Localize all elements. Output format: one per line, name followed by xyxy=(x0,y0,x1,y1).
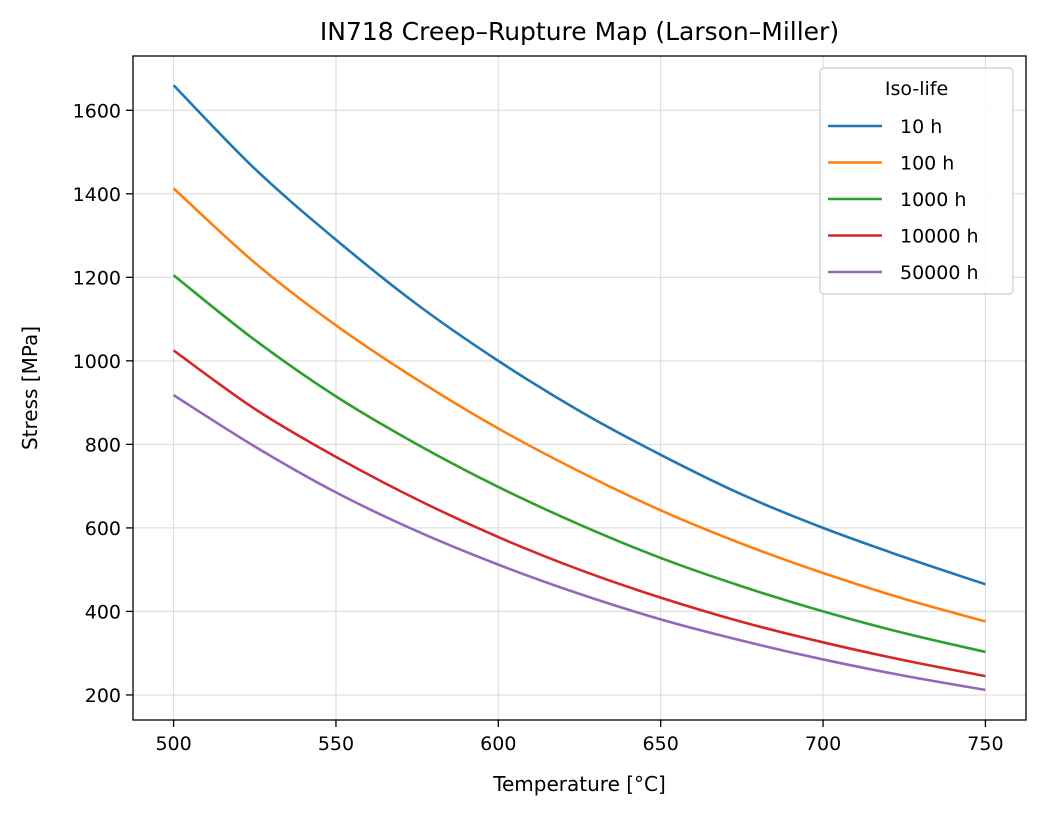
x-tick-label: 500 xyxy=(155,733,191,755)
series-lines xyxy=(172,84,986,692)
series-line-1000-h xyxy=(172,274,986,654)
y-tick-label: 600 xyxy=(85,518,121,540)
y-tick-label: 1600 xyxy=(73,100,121,122)
y-axis-ticks: 200 400 600 800 1000 1200 1400 1600 xyxy=(73,100,133,707)
legend-title: Iso-life xyxy=(885,78,948,100)
legend-label: 10 h xyxy=(900,116,942,138)
plot-frame xyxy=(132,55,1027,721)
legend-label: 100 h xyxy=(900,153,954,175)
y-axis-label: Stress [MPa] xyxy=(18,326,42,450)
x-tick-label: 550 xyxy=(318,733,354,755)
x-axis-label: Temperature [°C] xyxy=(492,772,666,796)
chart-title: IN718 Creep–Rupture Map (Larson–Miller) xyxy=(320,17,839,46)
x-tick-label: 700 xyxy=(805,733,841,755)
legend: Iso-life 10 h 100 h 1000 h 10000 h 50000 h xyxy=(819,67,1014,295)
legend-label: 10000 h xyxy=(900,226,979,248)
series-line-100-h xyxy=(172,187,986,623)
x-tick-label: 750 xyxy=(967,733,1003,755)
y-tick-label: 1400 xyxy=(73,184,121,206)
x-tick-label: 600 xyxy=(480,733,516,755)
y-tick-label: 1200 xyxy=(73,267,121,289)
x-axis-ticks: 500 550 600 650 700 750 xyxy=(155,720,1004,755)
x-tick-label: 650 xyxy=(643,733,679,755)
legend-box xyxy=(819,67,1014,295)
y-tick-label: 400 xyxy=(85,601,121,623)
legend-label: 50000 h xyxy=(900,262,979,284)
y-tick-label: 800 xyxy=(85,434,121,456)
legend-entries: 10 h 100 h 1000 h 10000 h 50000 h xyxy=(828,116,979,284)
y-tick-label: 200 xyxy=(85,685,121,707)
legend-label: 1000 h xyxy=(900,189,966,211)
y-tick-label: 1000 xyxy=(73,351,121,373)
series-line-10000-h xyxy=(172,349,986,678)
series-line-50000-h xyxy=(172,394,986,692)
series-line-10-h xyxy=(172,84,986,586)
